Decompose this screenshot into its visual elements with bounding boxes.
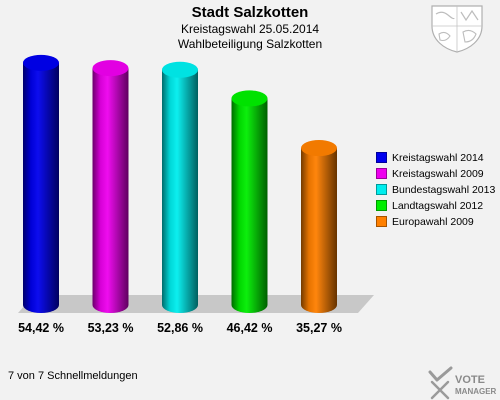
- legend-label: Kreistagswahl 2009: [392, 167, 484, 180]
- bar: [162, 61, 198, 313]
- legend-item-europawahl-2009: Europawahl 2009: [376, 214, 495, 229]
- legend-label: Bundestagswahl 2013: [392, 183, 496, 196]
- legend: Kreistagswahl 2014 Kreistagswahl 2009 Bu…: [376, 150, 495, 230]
- value-label: 35,27 %: [296, 321, 342, 335]
- legend-item-bundestagswahl-2013: Bundestagswahl 2013: [376, 182, 495, 197]
- legend-item-kreistagswahl-2009: Kreistagswahl 2009: [376, 166, 495, 181]
- chart-subtitle: Kreistagswahl 25.05.2014: [180, 22, 320, 36]
- bar-top: [23, 54, 59, 71]
- bar-top: [92, 60, 129, 77]
- legend-swatch: [376, 216, 387, 227]
- footer-status: 7 von 7 Schnellmeldungen: [8, 370, 138, 382]
- logo-text-manager: MANAGER: [455, 387, 497, 396]
- bar: [23, 54, 59, 314]
- legend-label: Europawahl 2009: [392, 215, 474, 228]
- chart-subtitle-2: Wahlbeteiligung Salzkotten: [177, 37, 323, 51]
- value-labels-layer: 54,42 % 53,23 % 52,86 % 46,42 % 35,27 %: [18, 321, 342, 335]
- vote-manager-logo: VOTE MANAGER: [428, 366, 497, 400]
- bar: [92, 60, 129, 314]
- coat-of-arms-icon: [431, 5, 483, 53]
- bar-body: [162, 69, 198, 313]
- legend-label: Kreistagswahl 2014: [392, 151, 484, 164]
- logo-text-vote: VOTE: [455, 374, 485, 386]
- bar-top: [301, 140, 337, 157]
- legend-swatch: [376, 168, 387, 179]
- legend-item-landtagswahl-2012: Landtagswahl 2012: [376, 198, 495, 213]
- legend-item-kreistagswahl-2014: Kreistagswahl 2014: [376, 150, 495, 165]
- bar-top: [231, 90, 268, 107]
- bar-body: [92, 68, 129, 314]
- value-label: 46,42 %: [227, 321, 273, 335]
- legend-label: Landtagswahl 2012: [392, 199, 484, 212]
- legend-swatch: [376, 200, 387, 211]
- value-label: 52,86 %: [157, 321, 203, 335]
- bar: [301, 140, 337, 313]
- bar-top: [162, 61, 198, 78]
- value-label: 54,42 %: [18, 321, 64, 335]
- legend-swatch: [376, 152, 387, 163]
- bar-body: [231, 98, 268, 313]
- bars-layer: [23, 54, 337, 314]
- value-label: 53,23 %: [88, 321, 134, 335]
- bar-body: [23, 62, 59, 314]
- ballot-check-icon: [428, 366, 453, 400]
- bar-body: [301, 148, 337, 313]
- chart-titles: Stadt Salzkotten Kreistagswahl 25.05.201…: [0, 4, 500, 52]
- legend-swatch: [376, 184, 387, 195]
- bar: [231, 90, 268, 313]
- chart-title: Stadt Salzkotten: [191, 4, 309, 21]
